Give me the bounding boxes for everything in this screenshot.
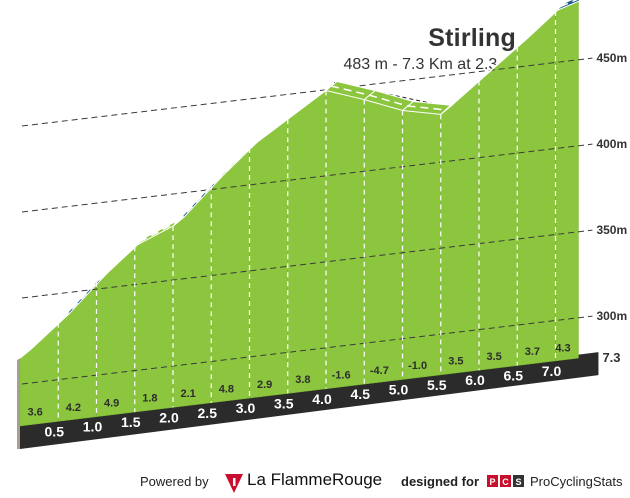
ribbon-center-line: [139, 220, 179, 243]
ribbon-center-line: [369, 94, 408, 107]
gradient-label: 4.9: [104, 397, 119, 409]
profile-segment: [96, 245, 135, 417]
elevation-reference-label: 350m: [596, 223, 627, 237]
km-tick-label: 7.0: [542, 363, 562, 379]
km-tick-label: 5.0: [389, 382, 409, 398]
gradient-label: -1.6: [332, 369, 351, 381]
gradient-label: -1.0: [408, 360, 427, 372]
gradient-label: 4.3: [555, 343, 570, 355]
la-flamme-rouge-label[interactable]: La FlammeRouge: [247, 470, 383, 489]
profile-segment: [134, 225, 174, 413]
road-base: [20, 352, 599, 449]
km-tick-label: 4.5: [351, 386, 371, 402]
ribbon-center-line: [292, 85, 332, 116]
procyclingstats-label[interactable]: ProCyclingStats: [530, 474, 623, 489]
profile-segment: [325, 90, 365, 390]
gradient-label: 4.2: [66, 402, 81, 414]
gradient-label: 4.8: [219, 383, 234, 395]
ribbon-center-line: [521, 5, 562, 43]
km-tick-label: 1.0: [83, 419, 103, 435]
km-tick-label: 6.5: [504, 368, 524, 384]
end-distance-label: 7.3: [602, 350, 620, 365]
climb-subtitle: 483 m - 7.3 Km at 2.3 %: [343, 56, 516, 73]
profile-segment: [211, 147, 250, 404]
km-tick-label: 2.0: [159, 409, 179, 425]
km-tick-label: 4.0: [312, 391, 332, 407]
la-flamme-rouge-logo-icon: [225, 474, 243, 493]
profile-segment: [517, 10, 556, 366]
elevation-chart: 3.6 4.2 4.9 1.8 2.1 4.8 2.9 3.8 -1.6 -4.7 -1.0 3.5 3…: [17, 0, 627, 449]
ribbon-center-line: [407, 105, 446, 111]
gradient-label: 1.8: [142, 393, 157, 405]
svg-text:C: C: [502, 477, 509, 487]
powered-by-label: Powered by: [140, 474, 209, 489]
ribbon-center-line: [24, 317, 64, 355]
start-cliff: [17, 358, 20, 449]
elevation-reference-line: [21, 57, 593, 127]
elevation-reference-label: 450m: [596, 51, 627, 65]
km-tick-label: 0.5: [45, 423, 65, 439]
svg-text:S: S: [515, 477, 521, 487]
gradient-label: 2.1: [180, 388, 195, 400]
ribbon-center-line: [100, 241, 141, 278]
gradient-label: 3.5: [448, 356, 463, 368]
elevation-reference-line: [21, 143, 593, 213]
elevation-reference-line: [21, 229, 593, 299]
profile-segment: [555, 0, 579, 362]
ribbon-center-line: [330, 85, 370, 96]
climb-title: Stirling: [428, 24, 516, 52]
elevation-reference-label: 300m: [596, 309, 627, 323]
ribbon-center-line: [445, 75, 485, 111]
km-tick-label: 3.5: [274, 395, 294, 411]
ribbon-center-line: [254, 114, 294, 145]
ribbon-center-line: [560, 0, 578, 8]
km-tick-label: 3.0: [236, 400, 256, 416]
profile-segment: [172, 184, 212, 408]
ribbon-center-line: [177, 180, 217, 223]
svg-text:P: P: [489, 477, 495, 487]
gradient-label: 3.8: [295, 374, 310, 386]
profile-segment: [402, 110, 441, 380]
footer: Powered by La FlammeRouge designed for P…: [0, 468, 630, 498]
gradient-label: 3.5: [486, 351, 501, 363]
km-tick-label: 2.5: [198, 405, 218, 421]
elevation-reference-line: [21, 315, 593, 385]
ribbon-center-line: [483, 41, 523, 77]
profile-segment: [478, 46, 518, 371]
designed-for-label: designed for: [401, 474, 480, 489]
km-tick-label: 5.5: [427, 377, 447, 393]
km-tick-label: 1.5: [121, 414, 141, 430]
km-tick-label: 6.0: [465, 372, 485, 388]
gradient-label: 3.6: [27, 407, 42, 419]
gradient-label: -4.7: [370, 365, 389, 377]
pcs-logo-icon: P C S: [487, 475, 524, 487]
gradient-label: 3.7: [525, 346, 540, 358]
elevation-reference-label: 400m: [596, 137, 627, 151]
gradient-label: 2.9: [257, 379, 272, 391]
ribbon-center-line: [62, 276, 103, 319]
ribbon-center-line: [215, 142, 256, 182]
